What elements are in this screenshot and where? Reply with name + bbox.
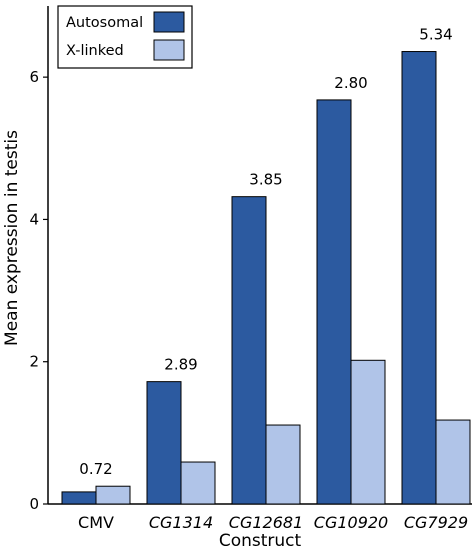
data-labels: 0.72 2.89 3.85 2.80 5.34: [79, 26, 452, 479]
bar-autosomal: [61, 491, 97, 505]
y-tick-label: 6: [29, 68, 39, 86]
data-label: 2.89: [164, 356, 197, 374]
data-label: 3.85: [249, 171, 282, 189]
x-tick-label: CG10920: [314, 513, 388, 532]
y-axis-title: Mean expression in testis: [2, 130, 22, 346]
x-tick-label: CMV: [78, 513, 114, 532]
legend-label: X-linked: [66, 43, 124, 59]
bar-x-linked: [435, 419, 471, 505]
x-axis-title: Construct: [219, 531, 302, 550]
legend-label: Autosomal: [66, 15, 143, 31]
y-tick-label: 0: [29, 495, 39, 513]
x-tick-label: CG12681: [229, 513, 303, 532]
bar-x-linked: [350, 359, 386, 505]
bars: [61, 51, 471, 505]
data-label: 0.72: [79, 460, 112, 478]
bar-autosomal: [401, 51, 437, 505]
legend: Autosomal X-linked: [57, 5, 193, 69]
y-tick-label: 4: [29, 210, 39, 228]
legend-swatch: [153, 39, 185, 61]
bar-autosomal: [316, 99, 352, 505]
x-tick-label: CG1314: [149, 513, 213, 532]
axes: 0 2 4 6 CMV CG1314 CG12681 CG10920 CG7929: [29, 6, 472, 532]
bar-autosomal: [146, 381, 182, 505]
legend-swatch: [153, 11, 185, 33]
bar-x-linked: [95, 485, 131, 505]
x-tick-label: CG7929: [404, 513, 468, 532]
data-label: 5.34: [419, 26, 452, 44]
bar-x-linked: [265, 424, 301, 505]
data-label: 2.80: [334, 74, 367, 92]
bar-x-linked: [180, 461, 216, 505]
y-tick-label: 2: [29, 353, 39, 371]
bar-autosomal: [231, 196, 267, 505]
